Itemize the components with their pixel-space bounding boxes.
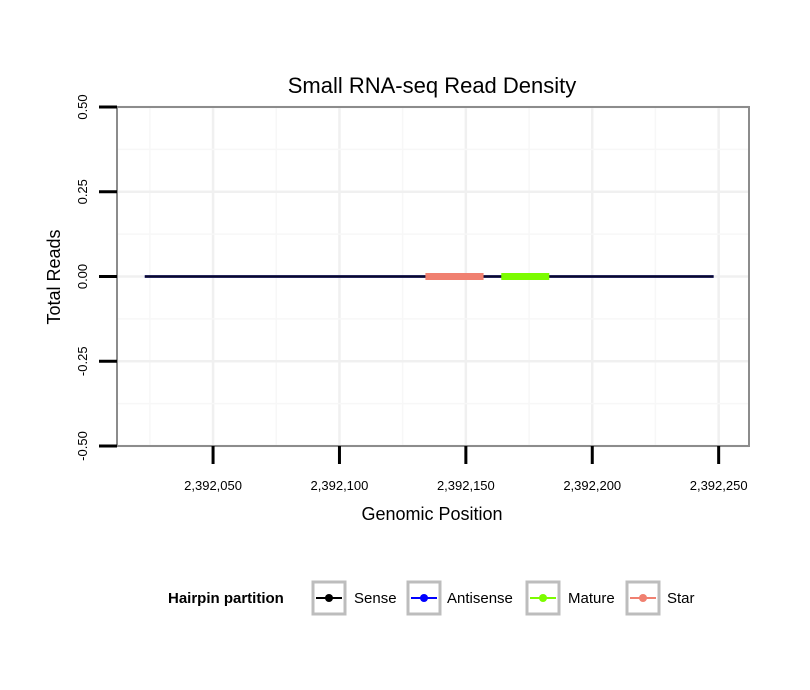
y-tick-label: 0.25	[75, 179, 90, 204]
legend-label: Sense	[354, 590, 397, 607]
y-tick-label: -0.25	[75, 346, 90, 376]
x-tick-label: 2,392,100	[311, 478, 369, 493]
x-tick-label: 2,392,200	[563, 478, 621, 493]
x-tick-label: 2,392,250	[690, 478, 748, 493]
legend-key-point	[325, 594, 333, 602]
y-tick-label: -0.50	[75, 431, 90, 461]
legend-key-point	[420, 594, 428, 602]
y-tick-label: 0.00	[75, 264, 90, 289]
legend: Hairpin partition Sense Antisense Mature St…	[168, 580, 695, 616]
x-axis-title: Genomic Position	[361, 504, 502, 524]
y-axis-title: Total Reads	[44, 229, 64, 324]
y-tick-label: 0.50	[75, 94, 90, 119]
axes: 2,392,050 2,392,100 2,392,150 2,392,200 2,39…	[75, 94, 748, 493]
legend-key-point	[639, 594, 647, 602]
x-tick-label: 2,392,150	[437, 478, 495, 493]
legend-label: Antisense	[447, 590, 513, 607]
x-tick-label: 2,392,050	[184, 478, 242, 493]
legend-label: Mature	[568, 590, 615, 607]
legend-label: Star	[667, 590, 695, 607]
legend-key-point	[539, 594, 547, 602]
chart-title: Small RNA-seq Read Density	[288, 73, 577, 98]
legend-title: Hairpin partition	[168, 590, 284, 607]
